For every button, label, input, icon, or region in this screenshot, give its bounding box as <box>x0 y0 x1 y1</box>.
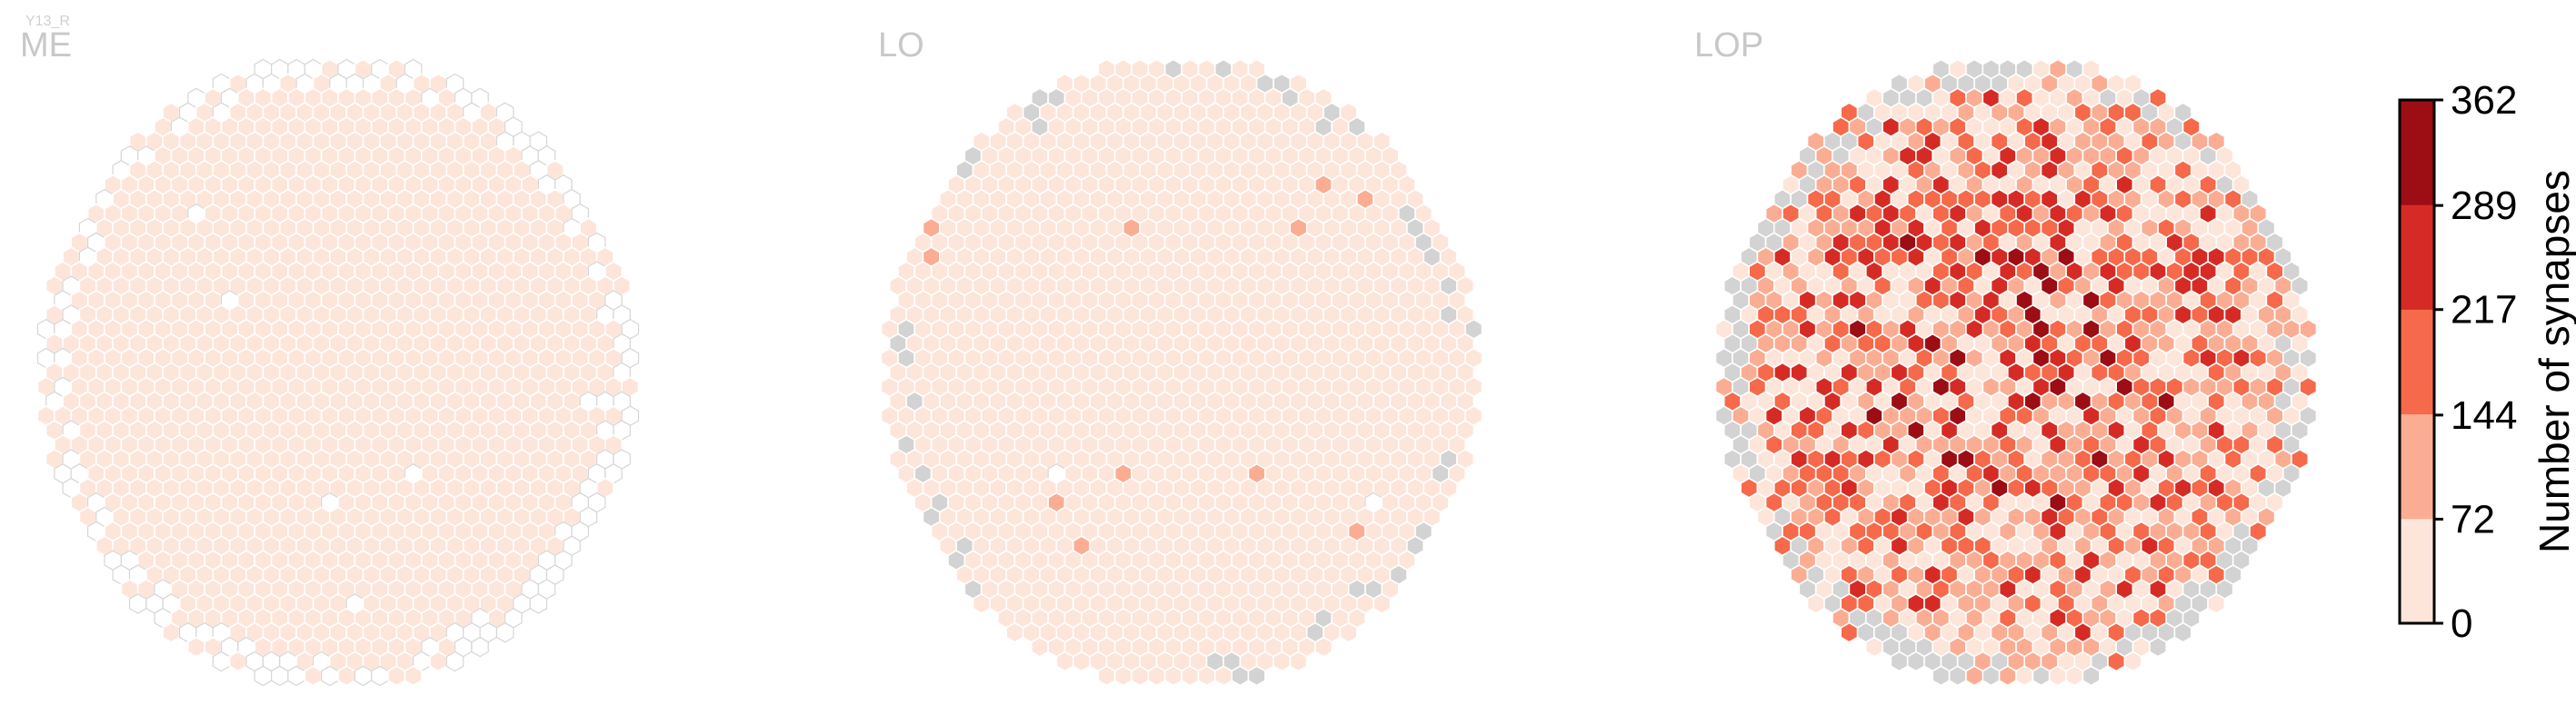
hex-cell <box>1213 665 1233 687</box>
hex-cell <box>1314 636 1333 658</box>
hex-cell <box>1181 665 1200 687</box>
hex-cell <box>1932 665 1951 687</box>
hex-cell <box>2173 621 2192 643</box>
hex-cell <box>271 665 289 687</box>
hex-cell <box>1998 665 2017 687</box>
hex-cell <box>1840 621 1859 643</box>
hex-cell <box>972 592 991 614</box>
colorbar-bin <box>2400 309 2434 415</box>
hex-cell <box>429 651 448 672</box>
hex-cell <box>1197 665 1216 687</box>
hex-cell <box>2107 651 2126 672</box>
hex-cell <box>1072 651 1091 672</box>
hex-cell <box>2123 651 2142 672</box>
hex-cell <box>1247 665 1266 687</box>
hex-cell <box>1339 621 1358 643</box>
colorbar-bins <box>2400 100 2434 624</box>
colorbar-tick-label: 217 <box>2451 288 2517 333</box>
hex-cell <box>387 665 406 687</box>
hex-cell <box>2082 665 2101 687</box>
panel-lop: LOP <box>1694 26 2318 687</box>
panel-label-lop: LOP <box>1694 26 1763 65</box>
hex-cell <box>228 651 247 672</box>
colorbar-title: Number of synapses <box>2531 170 2576 553</box>
hex-cell <box>321 665 339 687</box>
hex-cell <box>2149 636 2167 658</box>
hex-cell <box>1031 636 1049 658</box>
hex-cell <box>1097 665 1116 687</box>
panel-lo: LO <box>878 26 1483 687</box>
cell-type-label: Y13_R <box>25 14 70 29</box>
hex-cell <box>187 636 205 658</box>
colorbar-tick-label: 289 <box>2451 184 2517 228</box>
colorbar-bin <box>2400 518 2434 624</box>
hex-cell <box>445 651 464 672</box>
hex-cell <box>1147 665 1166 687</box>
hex-cell <box>404 665 423 687</box>
hex-cell <box>354 665 373 687</box>
hex-cell <box>254 665 273 687</box>
hex-cell <box>2032 665 2051 687</box>
hex-cell <box>371 665 389 687</box>
colorbar-ticks: 0 72 144 217 289 362 <box>2434 78 2517 646</box>
hex-cell <box>471 636 489 658</box>
colorbar-bin <box>2400 413 2434 520</box>
hex-cell <box>1055 651 1074 672</box>
colorbar-bin <box>2400 100 2434 205</box>
hex-cell <box>1131 665 1150 687</box>
hex-cell <box>2048 665 2067 687</box>
colorbar-bin <box>2400 204 2434 310</box>
hex-grid-lop <box>1714 58 2318 687</box>
panel-me: ME <box>20 26 640 687</box>
hex-cell <box>1373 592 1392 614</box>
hex-cell <box>2015 665 2034 687</box>
hex-cell <box>1113 665 1133 687</box>
hex-cell <box>1890 651 1909 672</box>
hex-cell <box>1289 651 1308 672</box>
hex-cell <box>1865 636 1883 658</box>
hex-cell <box>162 621 181 643</box>
hex-cell <box>337 665 356 687</box>
hex-cell <box>1982 665 2001 687</box>
hex-cell <box>1906 651 1925 672</box>
hex-cell <box>212 651 231 672</box>
hex-grid-me <box>36 58 640 687</box>
hex-cell <box>2207 592 2226 614</box>
hex-cell <box>1231 665 1250 687</box>
hex-cell <box>495 621 514 643</box>
hex-cell <box>128 593 147 614</box>
hex-cell <box>1163 665 1183 687</box>
hex-cell <box>1273 651 1292 672</box>
hex-cell <box>1948 665 1967 687</box>
hex-cell <box>1005 621 1024 643</box>
panel-label-lo: LO <box>878 26 924 65</box>
colorbar-tick-label: 72 <box>2451 497 2495 541</box>
hex-cell <box>529 593 548 614</box>
panel-label-me: ME <box>20 26 72 65</box>
colorbar-tick-label: 144 <box>2451 393 2517 438</box>
colorbar: 0 72 144 217 289 362 Number of synapses <box>2398 78 2576 646</box>
hex-grid-lo <box>880 58 1483 687</box>
hex-cell <box>304 665 323 687</box>
colorbar-tick-label: 0 <box>2451 601 2472 646</box>
colorbar-tick-label: 362 <box>2451 78 2517 123</box>
hex-cell <box>287 665 305 687</box>
hex-cell <box>1965 665 1984 687</box>
hex-cell <box>2065 665 2084 687</box>
hex-cell <box>1806 592 1825 614</box>
